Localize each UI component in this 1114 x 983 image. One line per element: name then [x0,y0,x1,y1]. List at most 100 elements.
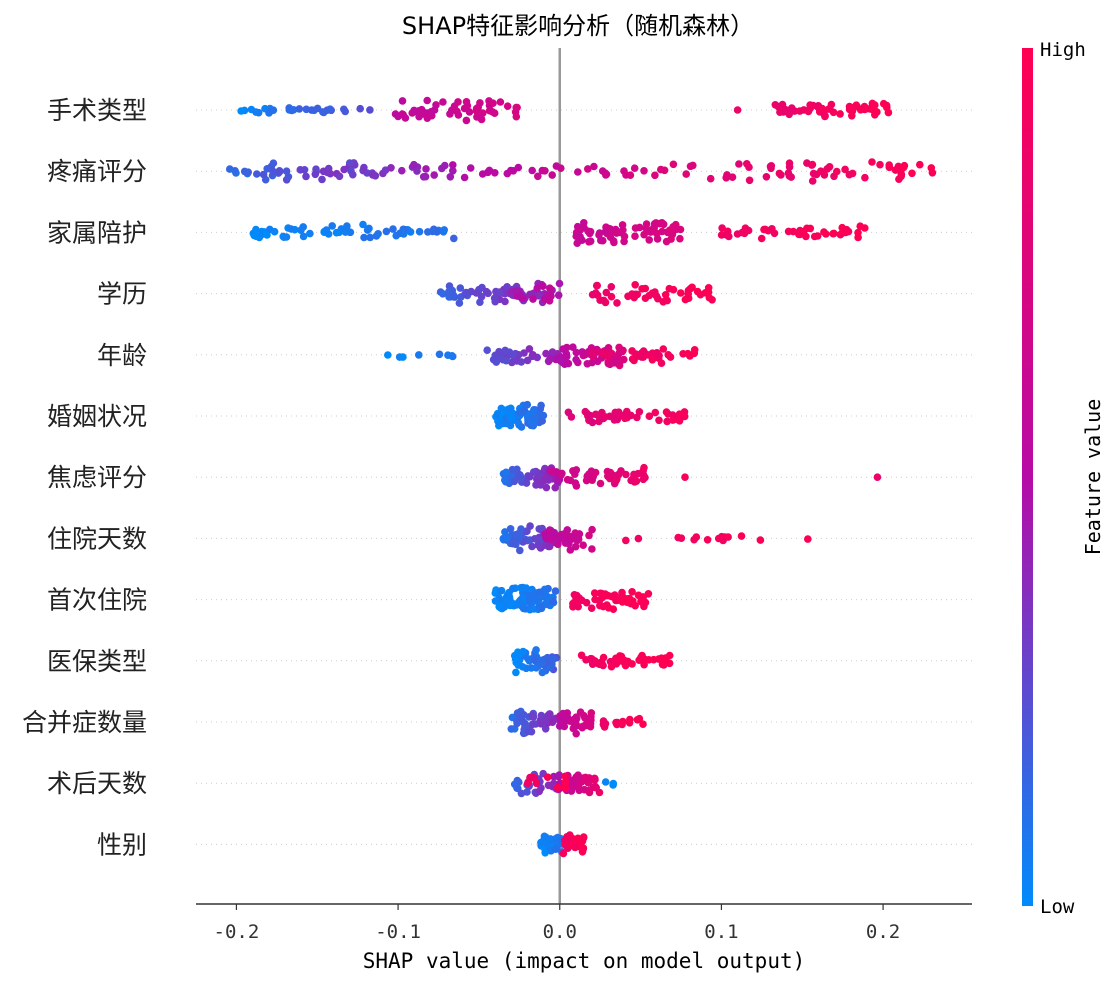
shap-point [240,167,249,176]
shap-point [548,467,556,476]
shap-point [542,349,550,358]
shap-point [341,228,350,236]
shap-point [545,541,554,550]
shap-point [725,232,733,241]
shap-point [387,164,395,172]
shap-point [531,535,539,543]
feature-points [226,158,937,185]
shap-point [508,414,516,423]
shap-point [446,110,454,118]
shap-point [496,587,505,595]
shap-point [571,479,580,487]
shap-point [384,351,392,359]
shap-point [744,226,753,235]
shap-point [652,292,661,300]
shap-point [359,220,367,229]
shap-point [625,594,634,603]
shap-point [661,654,670,662]
shap-point [389,225,397,233]
shap-point [675,410,684,419]
feature-points [492,400,689,431]
shap-point [821,112,829,120]
shap-point [784,227,793,236]
shap-point [714,534,723,543]
shap-point [491,597,500,605]
shap-point [704,284,713,292]
shap-point [532,779,541,788]
shap-point [873,473,882,482]
shap-point [490,294,499,303]
shap-point [430,171,439,179]
shap-point [540,476,549,485]
shap-point [632,477,641,486]
shap-point [503,169,512,178]
shap-point [340,165,348,174]
shap-point [543,773,552,781]
shap-point [681,473,689,482]
shap-point [601,590,609,598]
shap-point [908,169,916,178]
shap-point [512,287,520,295]
shap-point [534,597,542,606]
shap-point [630,356,638,365]
shap-point [621,414,629,423]
shap-point [640,599,648,607]
feature-label: 疼痛评分 [47,157,147,186]
shap-point [586,719,595,728]
feature-label: 性别 [97,830,147,859]
shap-point [820,171,829,179]
shap-point [584,778,592,787]
shap-point [591,782,600,791]
shap-point [590,162,598,171]
shap-point [522,584,530,592]
shap-point [645,236,653,244]
shap-point [585,531,593,540]
shap-point [489,99,497,107]
shap-point [676,234,684,243]
shap-point [519,604,528,613]
shap-point [552,845,560,853]
shap-point [628,588,636,596]
shap-point [735,160,743,168]
shap-point [526,472,534,481]
shap-point [269,167,277,176]
shap-point [587,712,595,721]
shap-point [690,346,699,354]
shap-point [454,111,463,119]
shap-point [531,657,539,665]
shap-point [399,353,407,361]
shap-point [587,467,596,476]
shap-point [809,169,818,178]
feature-label: 焦虑评分 [47,463,147,492]
shap-point [806,101,814,109]
shap-point [555,279,564,288]
shap-point [551,483,559,492]
shap-point [328,222,337,230]
shap-point [523,400,532,409]
shap-point [472,289,481,297]
shap-point [677,534,686,542]
shap-point [612,660,621,668]
shap-point [252,232,260,240]
shap-point [541,167,549,175]
feature-label: 首次住院 [47,586,147,615]
shap-point [477,292,486,301]
feature-points [436,279,716,307]
x-tick-label: -0.1 [375,921,421,943]
shap-point [627,411,635,420]
feature-label: 手术类型 [47,96,147,125]
shap-point [804,535,812,543]
shap-point [928,169,937,177]
shap-point [560,529,569,538]
shap-point [419,173,428,181]
shap-point [598,658,606,667]
shap-point [513,103,521,112]
shap-point [653,235,662,243]
shap-point [706,174,715,183]
shap-point [577,651,586,660]
shap-point [449,161,457,169]
shap-point [593,281,601,290]
shap-point [282,233,291,241]
shap-point [510,780,519,789]
shap-point [526,522,534,530]
